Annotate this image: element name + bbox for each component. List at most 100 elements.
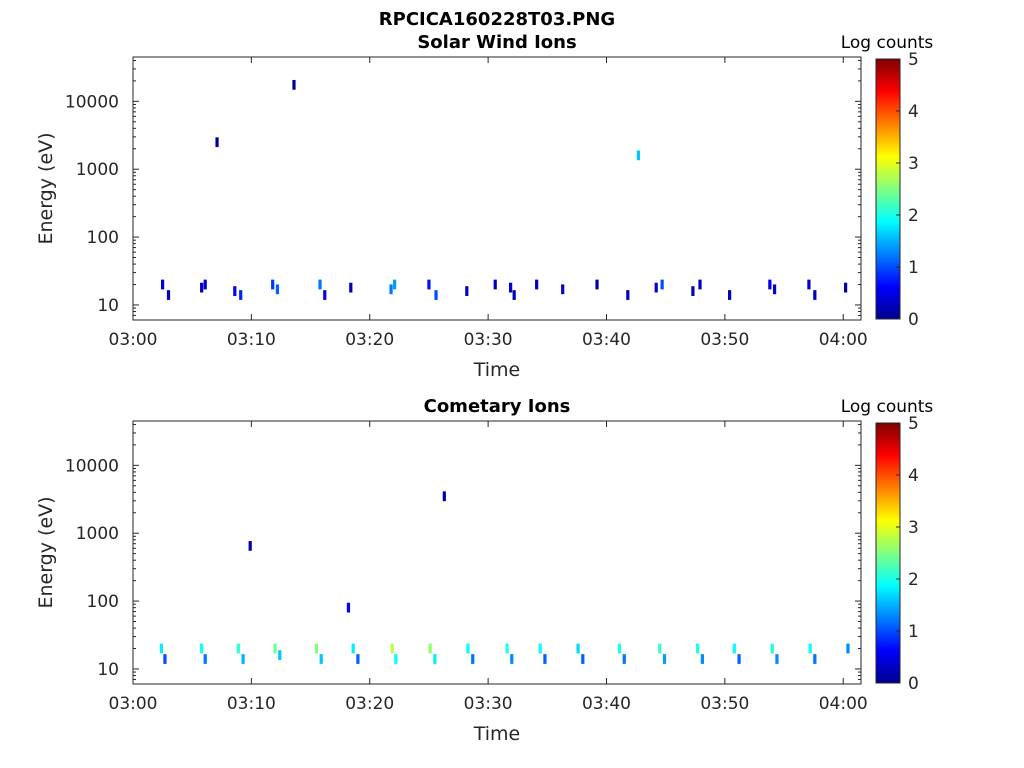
colorbar-tick-label: 1 bbox=[908, 258, 919, 278]
data-cell bbox=[493, 279, 497, 290]
data-cell bbox=[846, 643, 850, 654]
data-cell bbox=[346, 602, 351, 613]
data-cell bbox=[166, 290, 171, 300]
panel-title: Solar Wind Ions bbox=[417, 32, 576, 53]
colorbar-tick-label: 1 bbox=[908, 622, 919, 642]
data-cell bbox=[535, 279, 539, 290]
data-cell bbox=[696, 643, 700, 654]
x-tick-label: 03:30 bbox=[464, 694, 513, 714]
data-cell bbox=[466, 643, 470, 654]
data-cell bbox=[622, 654, 626, 664]
colorbar-tick-label: 2 bbox=[908, 206, 919, 226]
data-cell bbox=[728, 290, 732, 300]
data-cell bbox=[323, 290, 327, 300]
data-cell bbox=[662, 654, 667, 664]
data-cell bbox=[351, 643, 355, 654]
data-cell bbox=[808, 643, 812, 654]
data-cell bbox=[203, 279, 207, 290]
data-cell bbox=[200, 282, 204, 293]
data-cell bbox=[844, 282, 848, 293]
data-cell bbox=[356, 654, 360, 664]
data-cell bbox=[775, 654, 779, 664]
y-tick-label: 100 bbox=[87, 228, 119, 248]
data-cell bbox=[691, 286, 695, 296]
data-cell bbox=[292, 79, 296, 90]
y-tick-label: 1000 bbox=[76, 160, 119, 180]
data-cell bbox=[233, 286, 237, 296]
data-cell bbox=[428, 643, 432, 654]
x-tick-label: 03:50 bbox=[700, 694, 749, 714]
data-cell bbox=[660, 279, 664, 290]
panel-title: Cometary Ions bbox=[424, 396, 571, 417]
data-cell bbox=[772, 284, 777, 295]
colorbar-tick-label: 4 bbox=[908, 466, 919, 486]
y-axis-label: Energy (eV) bbox=[35, 496, 57, 608]
data-cell bbox=[768, 279, 772, 290]
colorbar-label: Log counts bbox=[841, 397, 934, 417]
y-tick-label: 1000 bbox=[76, 524, 119, 544]
colorbar-tick-label: 3 bbox=[908, 154, 919, 174]
data-cell bbox=[654, 282, 658, 293]
data-cell bbox=[394, 654, 398, 664]
data-cell bbox=[698, 279, 702, 290]
x-tick-label: 04:00 bbox=[819, 330, 868, 350]
data-cell bbox=[393, 279, 397, 290]
data-cell bbox=[200, 643, 204, 654]
data-cell bbox=[248, 541, 252, 551]
data-cell bbox=[271, 279, 275, 290]
data-cell bbox=[275, 284, 280, 295]
x-axis-label: Time bbox=[473, 359, 521, 381]
colorbar-tick-label: 5 bbox=[908, 414, 919, 434]
data-cell bbox=[510, 654, 514, 664]
data-cell bbox=[636, 150, 641, 161]
colorbar-tick-label: 3 bbox=[908, 518, 919, 538]
data-cell bbox=[770, 643, 774, 654]
data-cell bbox=[203, 654, 207, 664]
data-cell bbox=[595, 279, 599, 290]
data-cell bbox=[813, 290, 817, 300]
colorbar-tick-label: 5 bbox=[908, 50, 919, 70]
data-cell bbox=[512, 290, 516, 300]
data-cell bbox=[318, 279, 322, 290]
data-cell bbox=[390, 643, 394, 654]
data-cell bbox=[471, 654, 475, 664]
data-cell bbox=[278, 650, 282, 660]
data-cell bbox=[389, 284, 393, 295]
x-tick-label: 03:30 bbox=[464, 330, 513, 350]
x-tick-label: 03:40 bbox=[582, 330, 631, 350]
colorbar-tick-label: 4 bbox=[908, 102, 919, 122]
data-cell bbox=[241, 654, 245, 664]
figure-title: RPCICA160228T03.PNG bbox=[379, 9, 615, 30]
x-tick-label: 03:10 bbox=[227, 330, 276, 350]
colorbar bbox=[875, 422, 901, 684]
y-tick-label: 10 bbox=[97, 660, 119, 680]
x-tick-label: 03:20 bbox=[345, 330, 394, 350]
x-tick-label: 03:00 bbox=[109, 330, 158, 350]
x-tick-label: 03:20 bbox=[345, 694, 394, 714]
data-cell bbox=[239, 290, 243, 300]
data-cell bbox=[349, 282, 353, 293]
y-tick-label: 10 bbox=[97, 296, 119, 316]
colorbar-tick-label: 0 bbox=[908, 674, 919, 694]
x-tick-label: 03:10 bbox=[227, 694, 276, 714]
data-cell bbox=[159, 643, 164, 654]
data-cell bbox=[505, 643, 509, 654]
data-cell bbox=[561, 284, 565, 295]
data-cell bbox=[807, 279, 811, 290]
y-tick-label: 10000 bbox=[65, 92, 119, 112]
data-cell bbox=[465, 286, 469, 296]
data-cell bbox=[700, 654, 704, 664]
plot-area bbox=[132, 420, 862, 685]
plot-area bbox=[132, 56, 862, 321]
data-cell bbox=[319, 654, 323, 664]
data-cell bbox=[538, 643, 542, 654]
data-cell bbox=[215, 137, 219, 148]
x-tick-label: 03:00 bbox=[109, 694, 158, 714]
data-cell bbox=[163, 654, 167, 664]
data-cell bbox=[160, 279, 165, 290]
colorbar-tick-label: 2 bbox=[908, 570, 919, 590]
data-cell bbox=[314, 643, 319, 654]
x-tick-label: 03:50 bbox=[700, 330, 749, 350]
